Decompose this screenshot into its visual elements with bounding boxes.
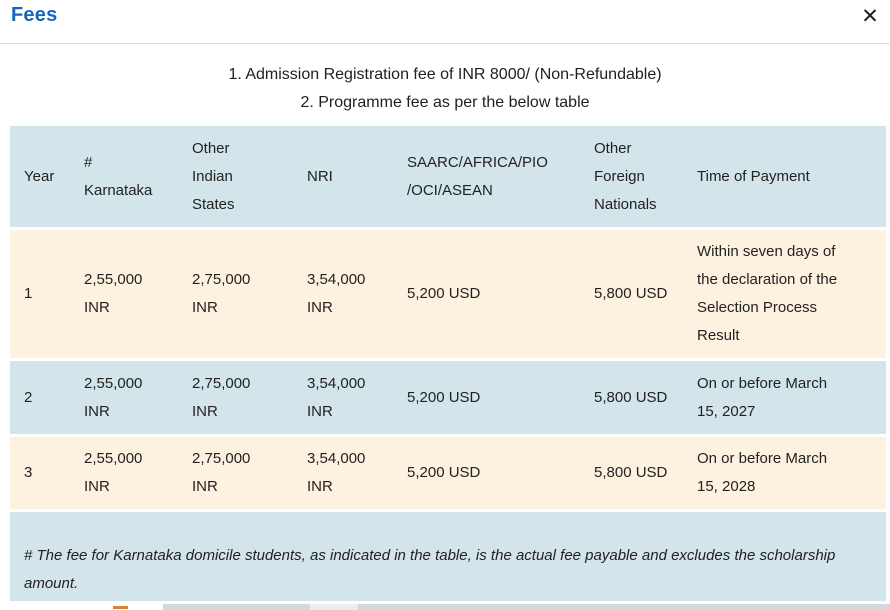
column-header-year: Year	[10, 126, 70, 230]
intro-line-2: 2. Programme fee as per the below table	[300, 94, 590, 111]
column-header-karnataka: # Karnataka	[70, 126, 178, 230]
close-button[interactable]: ✕	[855, 1, 885, 31]
cell-other-foreign-fee: 5,800 USD	[580, 361, 683, 437]
cell-nri-fee: 3,54,000 INR	[293, 437, 393, 512]
cell-time-of-payment: On or before March 15, 2028	[683, 437, 886, 512]
cell-year: 3	[10, 437, 70, 512]
cell-karnataka-fee: 2,55,000 INR	[70, 361, 178, 437]
column-header-other-indian-states: Other Indian States	[178, 126, 293, 230]
table-row: 2 2,55,000 INR 2,75,000 INR 3,54,000 INR…	[10, 361, 886, 437]
background-segment	[358, 604, 890, 610]
fees-table: Year # Karnataka Other Indian States NRI…	[10, 126, 886, 512]
table-header-row: Year # Karnataka Other Indian States NRI…	[10, 126, 886, 230]
background-segment	[310, 604, 358, 610]
cell-karnataka-fee: 2,55,000 INR	[70, 230, 178, 361]
modal-title: Fees	[11, 4, 58, 26]
cell-other-indian-fee: 2,75,000 INR	[178, 361, 293, 437]
cell-year: 2	[10, 361, 70, 437]
footnote: # The fee for Karnataka domicile student…	[10, 512, 886, 601]
cell-other-foreign-fee: 5,800 USD	[580, 437, 683, 512]
intro-line-1: 1. Admission Registration fee of INR 800…	[228, 66, 662, 83]
cell-nri-fee: 3,54,000 INR	[293, 361, 393, 437]
background-accent-strip	[113, 606, 128, 609]
cell-saarc-fee: 5,200 USD	[393, 437, 580, 512]
cell-time-of-payment: Within seven days of the declaration of …	[683, 230, 886, 361]
modal-header: Fees ✕	[0, 0, 890, 44]
cell-karnataka-fee: 2,55,000 INR	[70, 437, 178, 512]
table-row: 1 2,55,000 INR 2,75,000 INR 3,54,000 INR…	[10, 230, 886, 361]
close-icon: ✕	[861, 4, 879, 28]
cell-time-of-payment: On or before March 15, 2027	[683, 361, 886, 437]
cell-year: 1	[10, 230, 70, 361]
column-header-other-foreign-nationals: Other Foreign Nationals	[580, 126, 683, 230]
column-header-time-of-payment: Time of Payment	[683, 126, 886, 230]
table-row: 3 2,55,000 INR 2,75,000 INR 3,54,000 INR…	[10, 437, 886, 512]
cell-nri-fee: 3,54,000 INR	[293, 230, 393, 361]
intro-text: 1. Admission Registration fee of INR 800…	[0, 44, 890, 126]
cell-other-foreign-fee: 5,800 USD	[580, 230, 683, 361]
cell-saarc-fee: 5,200 USD	[393, 230, 580, 361]
background-page-strip	[0, 603, 890, 610]
cell-saarc-fee: 5,200 USD	[393, 361, 580, 437]
column-header-saarc: SAARC/AFRICA/PIO /OCI/ASEAN	[393, 126, 580, 230]
background-segment	[163, 604, 310, 610]
column-header-nri: NRI	[293, 126, 393, 230]
cell-other-indian-fee: 2,75,000 INR	[178, 230, 293, 361]
cell-other-indian-fee: 2,75,000 INR	[178, 437, 293, 512]
